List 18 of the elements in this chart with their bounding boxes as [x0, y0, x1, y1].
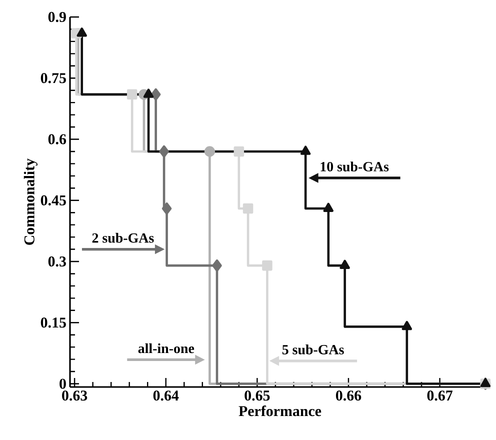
annotation: 10 sub-GAs — [320, 162, 389, 172]
x-tick-label: 0.67 — [427, 390, 452, 401]
x-tick-label: 0.63 — [62, 390, 88, 401]
x-tick-label: 0.66 — [336, 390, 362, 401]
y-tick-label: 0.6 — [48, 134, 66, 144]
y-tick-label: 0.9 — [48, 12, 66, 22]
x-tick-label: 0.65 — [244, 390, 270, 401]
annotation: 2 sub-GAs — [92, 232, 154, 243]
y-tick-label: 0.45 — [40, 195, 66, 206]
annotation: all-in-one — [138, 343, 194, 354]
x-axis-title: Performance — [238, 406, 322, 416]
y-tick-label: 0.3 — [48, 256, 66, 267]
annotation: 5 sub-GAs — [282, 344, 344, 354]
x-tick-label: 0.64 — [153, 390, 179, 401]
y-tick-label: 0.75 — [40, 73, 66, 84]
y-tick-label: 0 — [60, 378, 66, 389]
y-axis-title: Commonality — [24, 158, 38, 245]
y-tick-label: 0.15 — [40, 318, 66, 328]
